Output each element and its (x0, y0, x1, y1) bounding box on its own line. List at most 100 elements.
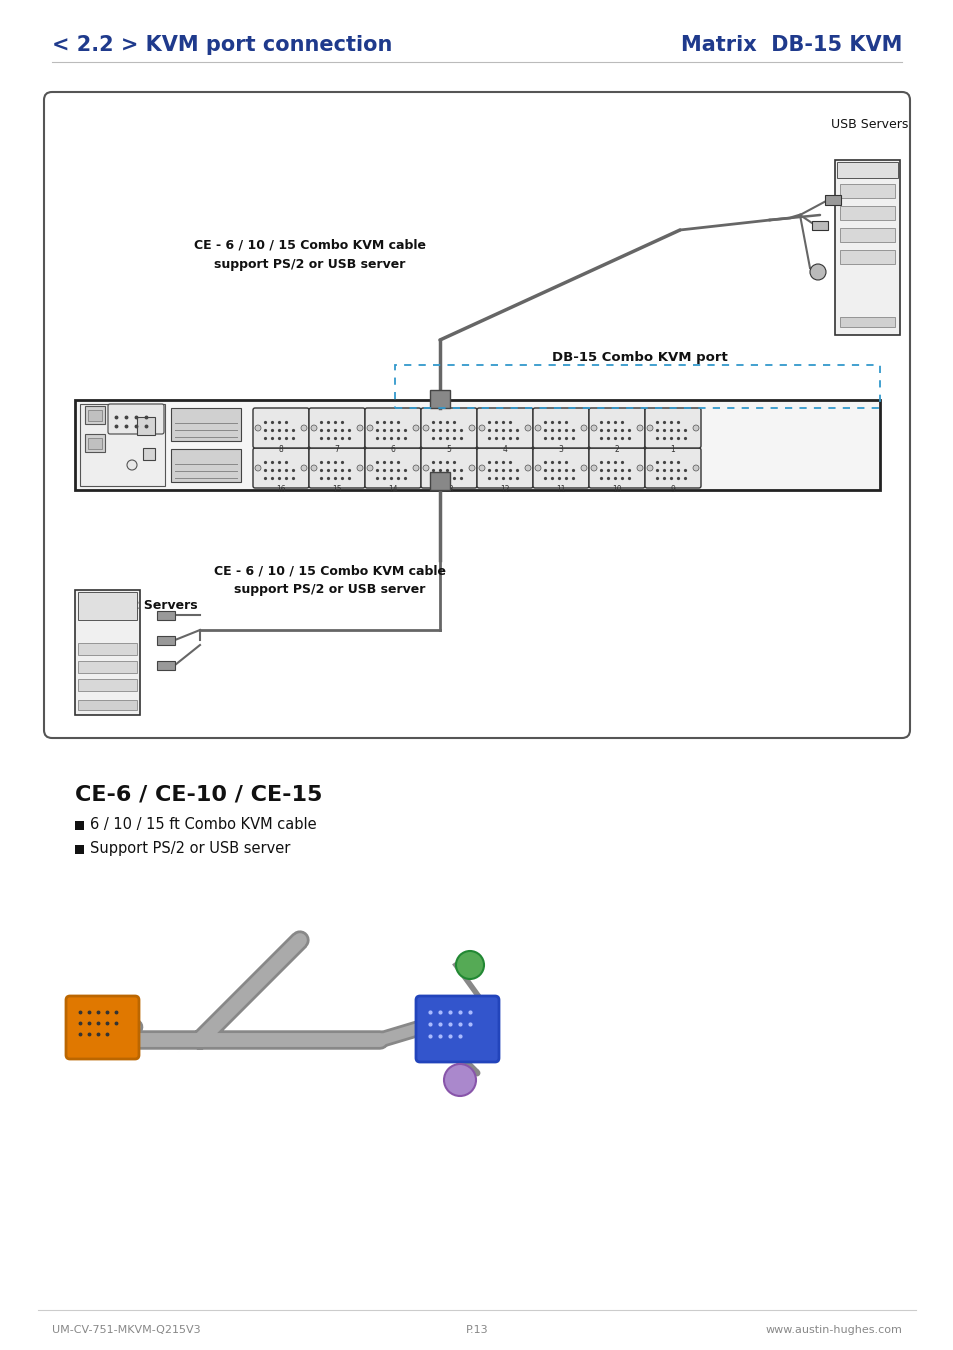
Bar (811, 221, 827, 230)
Circle shape (524, 425, 531, 431)
Circle shape (692, 425, 699, 431)
Text: CE - 6 / 10 / 15 Combo KVM cable
support PS/2 or USB server: CE - 6 / 10 / 15 Combo KVM cable support… (213, 564, 446, 595)
FancyBboxPatch shape (66, 996, 139, 1058)
Circle shape (580, 425, 586, 431)
Circle shape (422, 425, 429, 431)
Bar (840, 184, 894, 198)
FancyBboxPatch shape (365, 408, 420, 448)
Bar (836, 162, 897, 178)
Text: UM-CV-751-MKVM-Q215V3: UM-CV-751-MKVM-Q215V3 (52, 1324, 200, 1335)
Circle shape (646, 425, 652, 431)
Circle shape (590, 425, 597, 431)
Text: Support PS/2 or USB server: Support PS/2 or USB server (90, 841, 290, 856)
FancyBboxPatch shape (533, 408, 588, 448)
Circle shape (301, 425, 307, 431)
Circle shape (478, 464, 484, 471)
Text: 15: 15 (332, 485, 341, 494)
Bar (78, 593, 137, 620)
Bar (78, 662, 137, 674)
FancyBboxPatch shape (309, 448, 365, 487)
Circle shape (637, 464, 642, 471)
Circle shape (413, 425, 418, 431)
Circle shape (478, 425, 484, 431)
Text: 7: 7 (335, 444, 339, 454)
Circle shape (524, 464, 531, 471)
FancyBboxPatch shape (588, 408, 644, 448)
FancyBboxPatch shape (416, 996, 498, 1062)
Text: DB-15 Combo KVM port: DB-15 Combo KVM port (552, 351, 727, 364)
Text: www.austin-hughes.com: www.austin-hughes.com (764, 1324, 901, 1335)
Bar (85, 433, 105, 452)
FancyBboxPatch shape (588, 448, 644, 487)
Text: < 2.2 > KVM port connection: < 2.2 > KVM port connection (52, 35, 392, 55)
Bar (75, 821, 84, 830)
FancyBboxPatch shape (420, 408, 476, 448)
Text: 3: 3 (558, 444, 563, 454)
Text: 14: 14 (388, 485, 397, 494)
FancyBboxPatch shape (476, 448, 533, 487)
FancyBboxPatch shape (309, 408, 365, 448)
FancyBboxPatch shape (420, 448, 476, 487)
Bar (157, 662, 174, 670)
Bar (137, 417, 154, 435)
Text: Matrix  DB-15 KVM: Matrix DB-15 KVM (679, 35, 901, 55)
Bar (78, 701, 137, 710)
Circle shape (809, 265, 825, 279)
Text: CE-6 / CE-10 / CE-15: CE-6 / CE-10 / CE-15 (75, 784, 322, 805)
Circle shape (413, 464, 418, 471)
Bar (78, 643, 137, 655)
Bar (85, 406, 105, 424)
Bar (840, 207, 894, 220)
Bar (75, 590, 140, 716)
FancyBboxPatch shape (533, 448, 588, 487)
Circle shape (356, 464, 363, 471)
Text: 6: 6 (390, 444, 395, 454)
Text: 6 / 10 / 15 ft Combo KVM cable: 6 / 10 / 15 ft Combo KVM cable (90, 818, 316, 833)
Text: 9: 9 (670, 485, 675, 494)
Circle shape (127, 460, 137, 470)
Circle shape (254, 425, 261, 431)
Bar (171, 450, 241, 482)
Circle shape (580, 464, 586, 471)
Circle shape (692, 464, 699, 471)
Bar (395, 364, 879, 408)
Bar (840, 317, 894, 327)
Bar (840, 228, 894, 242)
Circle shape (535, 464, 540, 471)
FancyBboxPatch shape (365, 448, 420, 487)
Circle shape (254, 464, 261, 471)
Bar (78, 679, 137, 691)
Text: 13: 13 (444, 485, 454, 494)
Circle shape (443, 1064, 476, 1096)
Text: 8: 8 (278, 444, 283, 454)
Bar (834, 161, 899, 335)
Bar (75, 400, 879, 490)
Text: 11: 11 (556, 485, 565, 494)
Text: CE - 6 / 10 / 15 Combo KVM cable
support PS/2 or USB server: CE - 6 / 10 / 15 Combo KVM cable support… (193, 239, 426, 271)
Text: PS/2 Servers: PS/2 Servers (108, 598, 197, 612)
Text: USB Servers: USB Servers (830, 119, 908, 131)
Bar (157, 636, 174, 645)
Circle shape (356, 425, 363, 431)
Text: 1: 1 (670, 444, 675, 454)
Bar (171, 408, 241, 441)
Bar (430, 472, 450, 490)
Circle shape (456, 950, 483, 979)
Circle shape (301, 464, 307, 471)
Circle shape (535, 425, 540, 431)
FancyBboxPatch shape (44, 92, 909, 738)
Text: 2: 2 (614, 444, 618, 454)
Text: 10: 10 (612, 485, 621, 494)
Text: 16: 16 (276, 485, 286, 494)
FancyBboxPatch shape (644, 408, 700, 448)
Circle shape (590, 464, 597, 471)
FancyBboxPatch shape (108, 404, 164, 433)
Bar (840, 250, 894, 265)
Circle shape (311, 425, 316, 431)
Circle shape (646, 464, 652, 471)
FancyBboxPatch shape (253, 448, 309, 487)
Text: P.13: P.13 (465, 1324, 488, 1335)
Bar (88, 410, 102, 421)
FancyBboxPatch shape (644, 448, 700, 487)
Text: 5: 5 (446, 444, 451, 454)
